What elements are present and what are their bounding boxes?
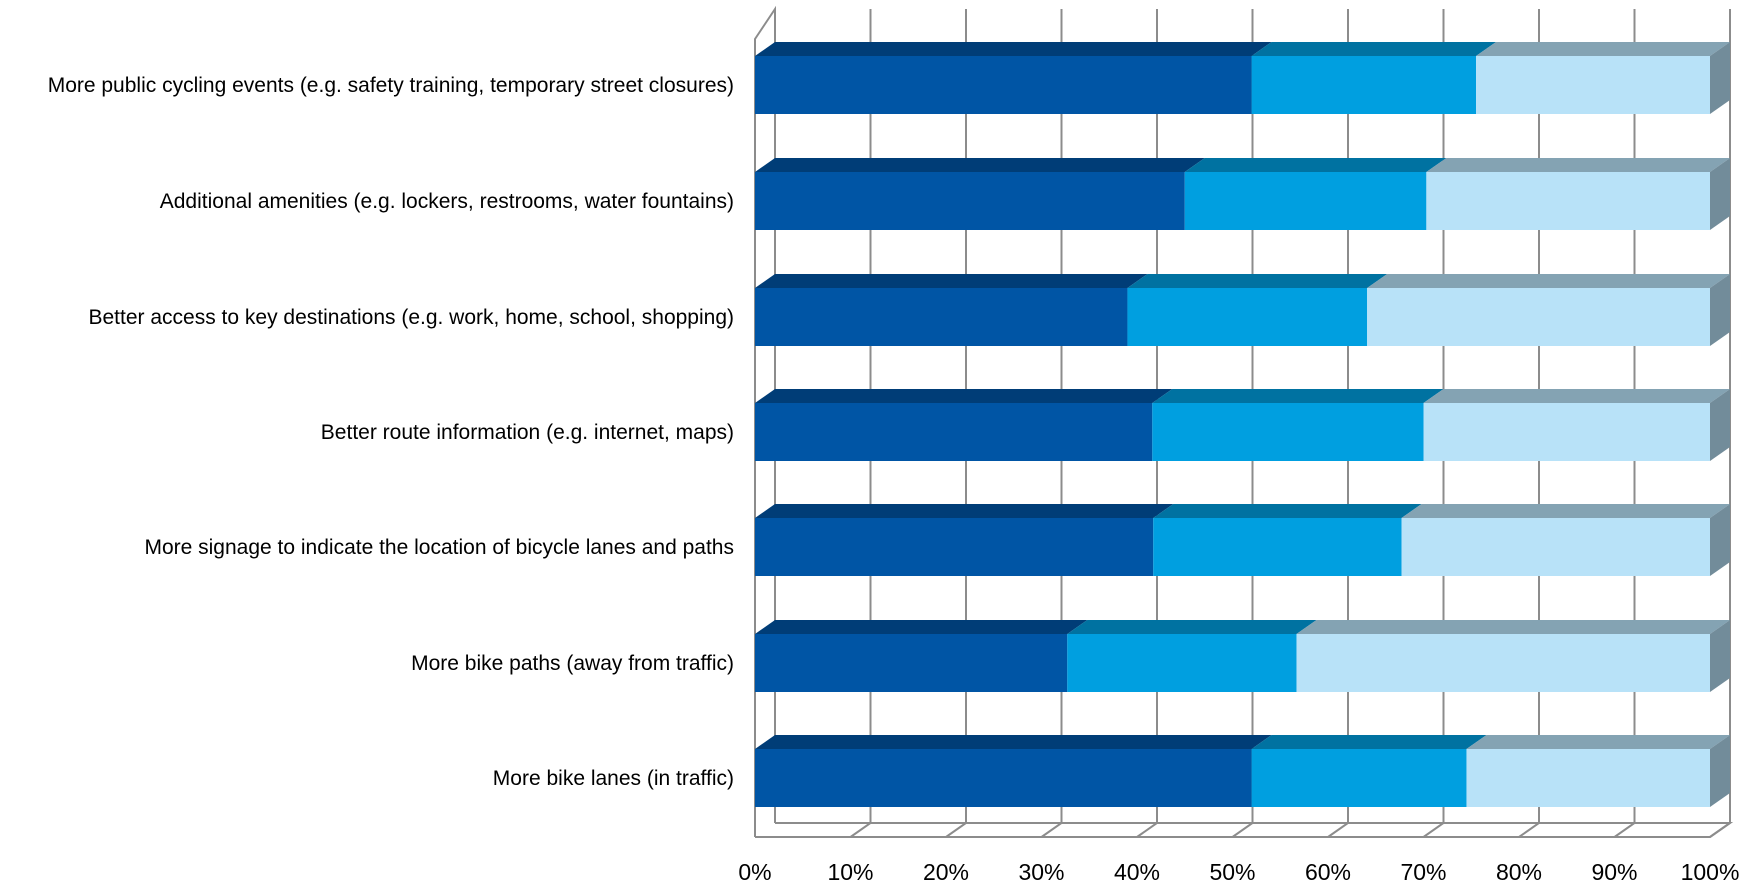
bar-front-face — [755, 634, 1068, 692]
category-label: More signage to indicate the location of… — [144, 536, 734, 559]
bar-front-face — [755, 56, 1252, 114]
bar-top-face — [1296, 620, 1730, 634]
bar-front-face — [755, 749, 1252, 807]
category-label: More public cycling events (e.g. safety … — [48, 74, 734, 97]
bar-segment-6-2 — [1466, 735, 1730, 807]
x-tick-label: 100% — [1681, 859, 1740, 885]
bar-segment-4-0 — [755, 504, 1174, 576]
bars — [755, 42, 1730, 807]
bar-top-face — [755, 42, 1272, 56]
bar-front-face — [755, 518, 1154, 576]
bar-segment-5-2 — [1296, 620, 1730, 692]
bar-front-face — [1466, 749, 1710, 807]
bar-top-face — [1184, 158, 1447, 172]
bar-segment-2-1 — [1127, 274, 1388, 346]
category-label: Better route information (e.g. internet,… — [321, 421, 734, 444]
category-label: More bike lanes (in traffic) — [493, 767, 734, 790]
category-label: Additional amenities (e.g. lockers, rest… — [160, 190, 734, 213]
bar-top-face — [1067, 620, 1317, 634]
x-tick-label: 80% — [1496, 859, 1542, 885]
bar-segment-3-2 — [1423, 389, 1730, 461]
x-tick-label: 0% — [738, 859, 771, 885]
bar-front-face — [1127, 288, 1368, 346]
bar-segment-3-0 — [755, 389, 1173, 461]
bar-side-face — [1710, 274, 1730, 346]
bar-top-face — [1426, 158, 1730, 172]
bar-segment-0-0 — [755, 42, 1272, 114]
category-label: More bike paths (away from traffic) — [411, 652, 734, 675]
x-tick-label: 60% — [1305, 859, 1351, 885]
bar-segment-4-1 — [1153, 504, 1422, 576]
bar-front-face — [1426, 172, 1710, 230]
bar-segment-2-0 — [755, 274, 1148, 346]
bar-top-face — [1367, 274, 1730, 288]
bar-front-face — [755, 172, 1185, 230]
bar-segment-3-1 — [1152, 389, 1444, 461]
bar-segment-6-0 — [755, 735, 1272, 807]
x-tick-label: 50% — [1209, 859, 1255, 885]
bar-front-face — [1296, 634, 1710, 692]
x-tick-label: 90% — [1591, 859, 1637, 885]
bar-segment-1-0 — [755, 158, 1205, 230]
x-axis-tick-labels: 0% 10% 20% 30% 40% 50% 60% 70% 80% 90% 100% — [738, 859, 1739, 885]
bar-top-face — [755, 158, 1205, 172]
bar-front-face — [1184, 172, 1427, 230]
category-labels: More public cycling events (e.g. safety … — [48, 74, 734, 790]
bar-top-face — [755, 504, 1174, 518]
x-tick-label: 70% — [1400, 859, 1446, 885]
bar-top-face — [755, 735, 1272, 749]
bar-side-face — [1710, 389, 1730, 461]
bar-front-face — [1153, 518, 1402, 576]
bar-segment-2-2 — [1367, 274, 1730, 346]
bar-front-face — [1152, 403, 1424, 461]
category-label: Better access to key destinations (e.g. … — [89, 306, 735, 329]
bar-front-face — [755, 288, 1128, 346]
x-tick-label: 40% — [1114, 859, 1160, 885]
bar-top-face — [1466, 735, 1730, 749]
bar-front-face — [1423, 403, 1710, 461]
bar-segment-4-2 — [1401, 504, 1730, 576]
bar-top-face — [1251, 735, 1487, 749]
bar-side-face — [1710, 735, 1730, 807]
bar-top-face — [755, 389, 1173, 403]
bar-side-face — [1710, 42, 1730, 114]
bar-top-face — [1476, 42, 1730, 56]
bar-side-face — [1710, 620, 1730, 692]
bar-segment-0-1 — [1251, 42, 1497, 114]
bar-side-face — [1710, 504, 1730, 576]
x-tick-label: 10% — [827, 859, 873, 885]
bar-side-face — [1710, 158, 1730, 230]
bar-segment-5-0 — [755, 620, 1088, 692]
bar-top-face — [1153, 504, 1422, 518]
bar-segment-0-2 — [1476, 42, 1730, 114]
bar-top-face — [1152, 389, 1444, 403]
x-tick-label: 20% — [923, 859, 969, 885]
bar-top-face — [755, 274, 1148, 288]
bar-front-face — [1367, 288, 1710, 346]
bar-segment-5-1 — [1067, 620, 1317, 692]
bar-front-face — [1251, 749, 1467, 807]
bar-top-face — [1127, 274, 1388, 288]
bar-top-face — [1401, 504, 1730, 518]
bar-front-face — [1476, 56, 1710, 114]
bar-top-face — [1423, 389, 1730, 403]
bar-front-face — [1251, 56, 1477, 114]
bar-front-face — [755, 403, 1153, 461]
bar-segment-1-2 — [1426, 158, 1730, 230]
bar-top-face — [1251, 42, 1497, 56]
x-tick-label: 30% — [1018, 859, 1064, 885]
bar-segment-6-1 — [1251, 735, 1487, 807]
bar-front-face — [1067, 634, 1297, 692]
bar-top-face — [755, 620, 1088, 634]
bar-segment-1-1 — [1184, 158, 1447, 230]
bar-front-face — [1401, 518, 1710, 576]
